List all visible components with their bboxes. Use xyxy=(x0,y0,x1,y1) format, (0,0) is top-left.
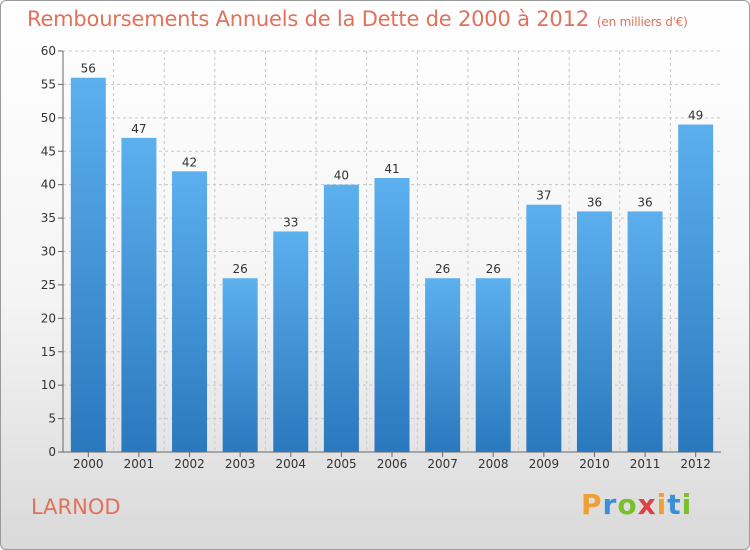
data-label-2010: 36 xyxy=(587,195,602,209)
x-tick-label: 2012 xyxy=(680,457,711,471)
x-tick-label: 2005 xyxy=(326,457,357,471)
logo-letter: o xyxy=(617,488,638,521)
bar-2005 xyxy=(323,184,359,452)
y-tick-label: 55 xyxy=(41,77,56,91)
data-label-2000: 56 xyxy=(81,62,96,76)
chart-title-text: Remboursements Annuels de la Dette de 20… xyxy=(27,7,589,31)
y-tick-label: 25 xyxy=(41,278,56,292)
bar-2007 xyxy=(425,278,461,452)
data-label-2012: 49 xyxy=(688,109,703,123)
bar-2002 xyxy=(172,171,208,453)
y-tick-label: 60 xyxy=(41,44,56,58)
x-tick-label: 2000 xyxy=(73,457,104,471)
y-tick-label: 5 xyxy=(48,412,56,426)
chart-title: Remboursements Annuels de la Dette de 20… xyxy=(27,7,688,31)
logo-letter: i xyxy=(681,488,693,521)
x-tick-label: 2009 xyxy=(529,457,560,471)
bar-2010 xyxy=(576,211,612,452)
data-label-2001: 47 xyxy=(131,122,146,136)
bar-2003 xyxy=(222,278,258,452)
bar-2011 xyxy=(627,211,663,452)
bar-2006 xyxy=(374,177,410,452)
bars xyxy=(70,77,714,453)
bar-2008 xyxy=(475,278,511,452)
data-label-2005: 40 xyxy=(334,169,349,183)
data-label-2009: 37 xyxy=(536,189,551,203)
data-label-2011: 36 xyxy=(637,195,652,209)
x-tick-label: 2004 xyxy=(275,457,306,471)
data-label-2004: 33 xyxy=(283,215,298,229)
x-tick-label: 2006 xyxy=(377,457,408,471)
data-label-2007: 26 xyxy=(435,262,450,276)
y-tick-label: 50 xyxy=(41,111,56,125)
logo-letter: x xyxy=(637,488,657,521)
data-labels: 56 47 42 26 33 40 41 26 26 37 36 36 49 xyxy=(81,62,704,277)
chart-unit-note: (en milliers d'€) xyxy=(596,15,688,29)
data-label-2003: 26 xyxy=(233,262,248,276)
data-label-2008: 26 xyxy=(486,262,501,276)
x-tick-label: 2007 xyxy=(427,457,458,471)
y-tick-label: 40 xyxy=(41,178,56,192)
logo-letter: r xyxy=(602,488,618,521)
x-tick-label: 2011 xyxy=(630,457,661,471)
bar-2009 xyxy=(526,204,562,452)
proxiti-logo: Proxiti xyxy=(581,488,692,521)
y-tick-label: 45 xyxy=(41,144,56,158)
y-tick-label: 15 xyxy=(41,345,56,359)
data-label-2002: 42 xyxy=(182,155,197,169)
logo-letter: i xyxy=(656,488,668,521)
x-tick-label: 2003 xyxy=(225,457,256,471)
y-tick-label: 30 xyxy=(41,245,56,259)
y-tick-label: 20 xyxy=(41,311,56,325)
logo-letter: P xyxy=(581,488,603,521)
data-label-2006: 41 xyxy=(384,162,399,176)
y-tick-label: 10 xyxy=(41,378,56,392)
bar-2000 xyxy=(70,77,106,452)
logo-letter: t xyxy=(667,488,682,521)
x-tick-label: 2008 xyxy=(478,457,509,471)
x-tick-label: 2001 xyxy=(124,457,155,471)
axes: 0 5 10 15 20 25 30 35 40 45 50 55 60 2000 2001 2002 2003… xyxy=(41,44,721,471)
bar-2004 xyxy=(273,231,309,452)
bar-2012 xyxy=(678,124,714,453)
x-tick-label: 2002 xyxy=(174,457,205,471)
bar-2001 xyxy=(121,137,157,452)
commune-name: LARNOD xyxy=(31,495,121,519)
y-tick-label: 35 xyxy=(41,211,56,225)
x-tick-label: 2010 xyxy=(579,457,610,471)
y-tick-label: 0 xyxy=(48,445,56,459)
